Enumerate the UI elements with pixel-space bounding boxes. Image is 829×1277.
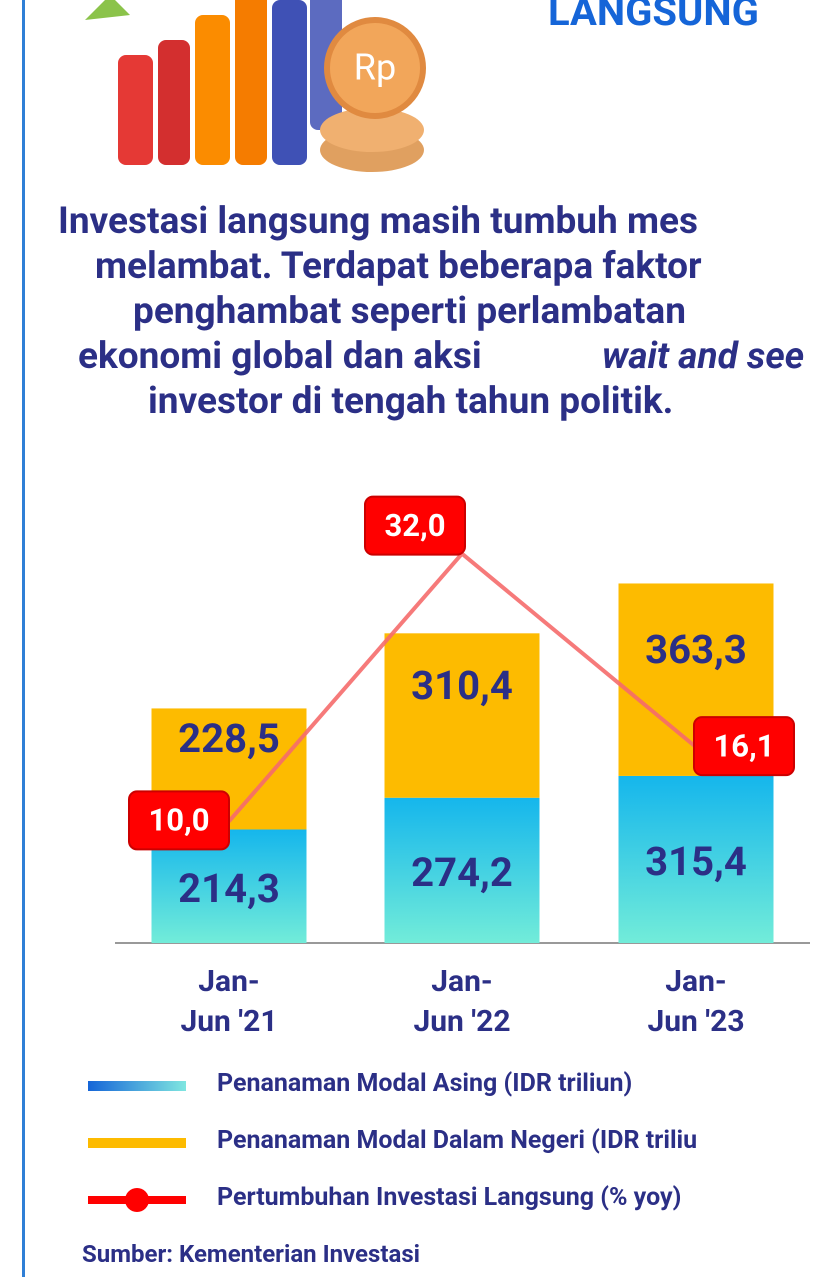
legend-label: Penanaman Modal Asing (IDR triliun) bbox=[217, 1069, 632, 1098]
legend-label: Pertumbuhan Investasi Langsung (% yoy) bbox=[217, 1183, 681, 1212]
infographic: Rp 10,0 32,0 16,1 LANGSUNG Sumber: Kemente… bbox=[0, 0, 829, 1277]
x-tick-label: Jan-Jun '21 bbox=[174, 962, 284, 1042]
description-line: Investasi langsung masih tumbuh mes bbox=[58, 200, 698, 243]
legend-swatch bbox=[88, 1081, 186, 1091]
description-line: melambat. Terdapat beberapa faktor bbox=[95, 245, 702, 288]
icon: Rp bbox=[85, 0, 424, 172]
icon-label: Rp bbox=[354, 47, 396, 89]
value-label: 315,4 bbox=[596, 838, 796, 885]
description-line: ekonomi global dan aksi bbox=[78, 335, 482, 378]
x-tick-label: Jan-Jun '23 bbox=[641, 962, 751, 1042]
description-line: penghambat seperti perlambatan bbox=[133, 290, 686, 333]
x-tick-label: Jan-Jun '22 bbox=[407, 962, 517, 1042]
legend-marker bbox=[125, 1188, 149, 1212]
title: LANGSUNG bbox=[548, 0, 759, 35]
line-label: 32,0 bbox=[385, 507, 446, 544]
description-line: investor di tengah tahun politik. bbox=[148, 380, 673, 423]
bar bbox=[385, 633, 540, 797]
source: Sumber: Kementerian Investasi bbox=[82, 1240, 420, 1268]
value-label: 363,3 bbox=[596, 626, 796, 673]
line-label: 10,0 bbox=[149, 802, 210, 839]
line-label: 16,1 bbox=[714, 727, 775, 764]
value-label: 228,5 bbox=[129, 715, 329, 762]
legend-swatch bbox=[88, 1138, 186, 1148]
description-italic: wait and see bbox=[602, 335, 804, 378]
value-label: 310,4 bbox=[362, 662, 562, 709]
legend-label: Penanaman Modal Dalam Negeri (IDR triliu bbox=[217, 1126, 697, 1155]
value-label: 274,2 bbox=[362, 849, 562, 896]
value-label: 214,3 bbox=[129, 865, 329, 912]
